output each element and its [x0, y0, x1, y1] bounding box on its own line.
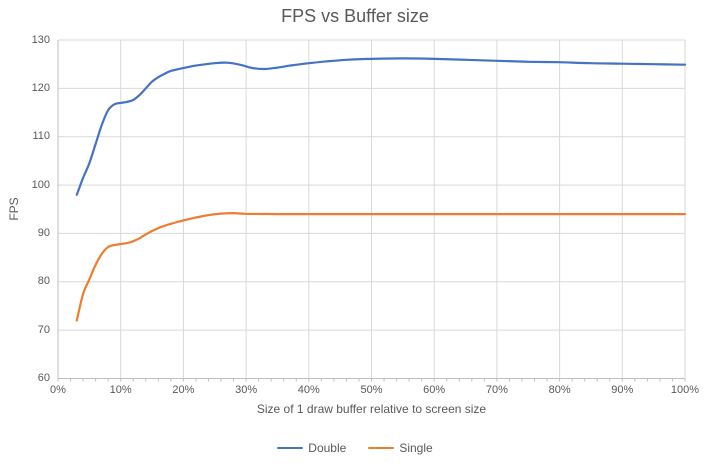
y-tick-label: 110 [32, 130, 50, 143]
x-tick-label: 50% [360, 384, 383, 396]
legend-label-double: Double [308, 441, 347, 455]
legend-label-single: Single [399, 441, 433, 455]
y-tick-label: 100 [31, 178, 50, 191]
x-tick-label: 20% [172, 384, 195, 396]
x-tick-label: 70% [485, 384, 508, 396]
chart-title: FPS vs Buffer size [281, 6, 429, 26]
double-series-line [75, 57, 687, 196]
y-tick-label: 70 [37, 323, 50, 336]
double-series-line-swatch [277, 447, 304, 449]
legend-item-double: Double [277, 441, 346, 455]
single-series-line [75, 212, 687, 322]
single-series-line-swatch [368, 447, 395, 449]
x-tick-label: 100% [670, 384, 700, 396]
legend: Double Single [0, 441, 710, 455]
x-tick-label: 90% [611, 384, 634, 396]
y-tick-label: 120 [31, 81, 50, 94]
y-tick-label: 90 [37, 226, 50, 239]
x-tick-label: 40% [297, 384, 320, 396]
y-tick-label: 130 [31, 33, 50, 46]
x-tick-label: 60% [423, 384, 446, 396]
y-tick-label: 60 [37, 372, 50, 384]
x-axis-title: Size of 1 draw buffer relative to screen… [256, 402, 487, 416]
x-tick-label: 30% [235, 384, 258, 396]
y-tick-label: 80 [37, 275, 50, 288]
x-tick-label: 0% [50, 384, 66, 396]
x-tick-label: 10% [109, 384, 132, 396]
x-tick-label: 80% [548, 384, 571, 396]
y-axis-title: FPS [7, 197, 21, 221]
legend-item-single: Single [368, 441, 433, 455]
